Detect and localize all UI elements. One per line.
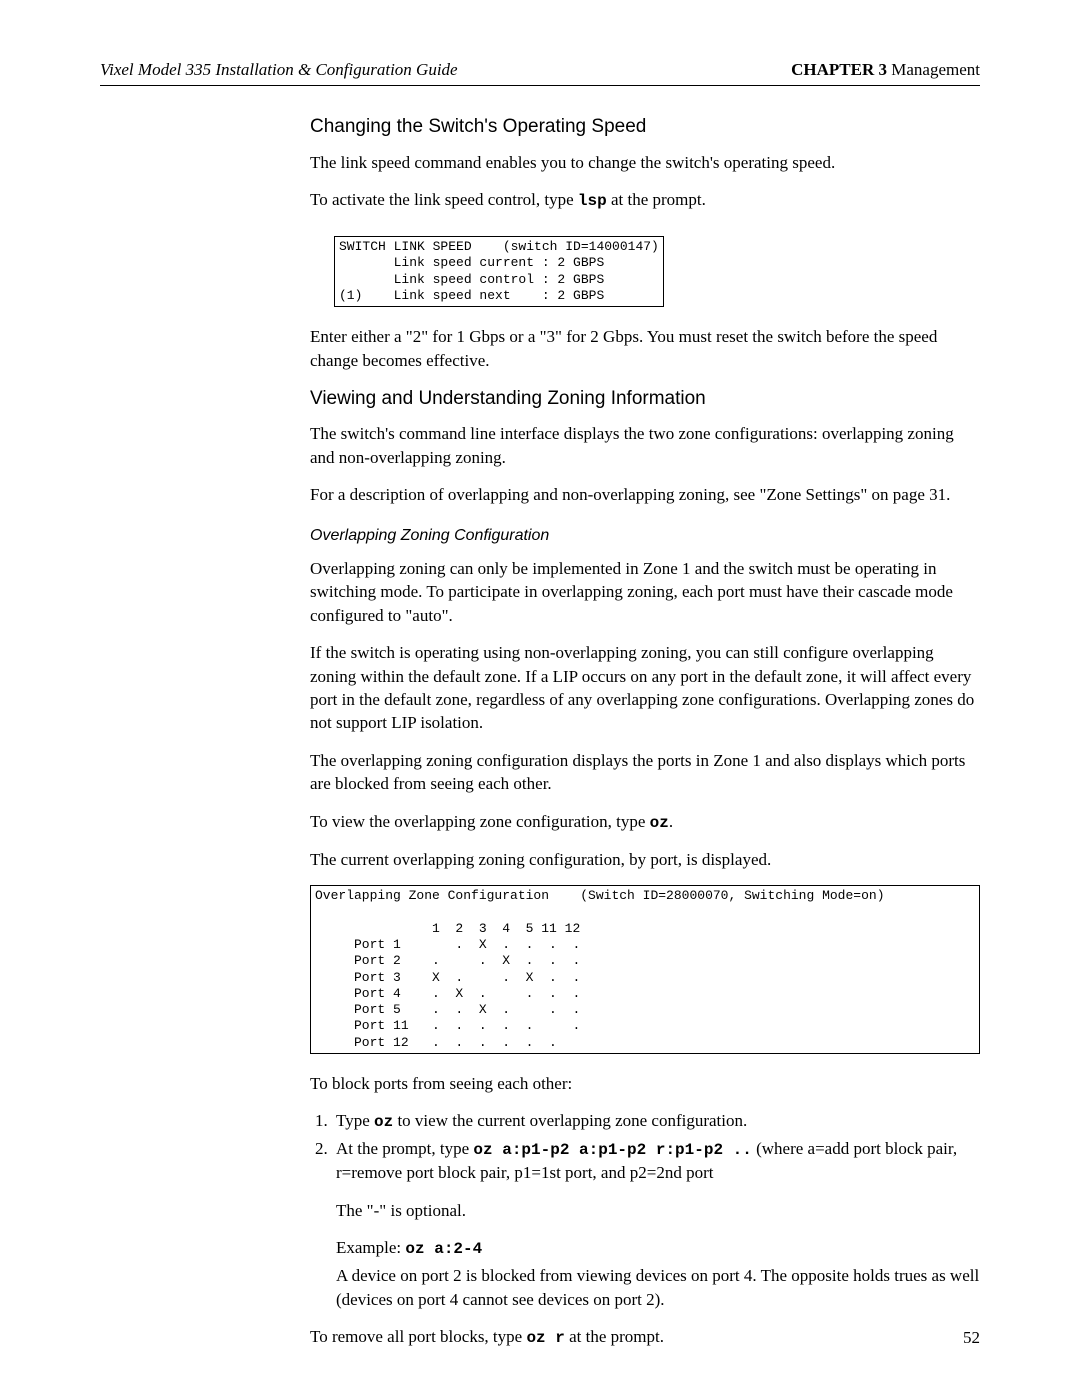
inline-code: oz r	[526, 1329, 564, 1347]
text: To remove all port blocks, type	[310, 1327, 526, 1346]
chapter-name: Management	[887, 60, 980, 79]
inline-code: oz a:2-4	[405, 1240, 482, 1258]
text: To activate the link speed control, type	[310, 190, 578, 209]
page: Vixel Model 335 Installation & Configura…	[0, 0, 1080, 1397]
text: At the prompt, type	[336, 1139, 473, 1158]
text: at the prompt.	[607, 190, 706, 209]
list-item: At the prompt, type oz a:p1-p2 a:p1-p2 r…	[332, 1137, 980, 1185]
text: Type	[336, 1111, 374, 1130]
paragraph: To block ports from seeing each other:	[310, 1072, 980, 1095]
paragraph: A device on port 2 is blocked from viewi…	[336, 1264, 980, 1311]
list-item: Type oz to view the current overlapping …	[332, 1109, 980, 1133]
subsection-title-overlapping: Overlapping Zoning Configuration	[310, 525, 980, 547]
header-chapter: CHAPTER 3 Management	[791, 58, 980, 81]
paragraph: The current overlapping zoning configura…	[310, 848, 980, 871]
section-title-zoning: Viewing and Understanding Zoning Informa…	[310, 386, 980, 412]
paragraph: To remove all port blocks, type oz r at …	[310, 1325, 980, 1349]
paragraph: Overlapping zoning can only be implement…	[310, 557, 980, 627]
code-block-overlapping-zone: Overlapping Zone Configuration (Switch I…	[310, 885, 980, 1054]
header-guide-title: Vixel Model 335 Installation & Configura…	[100, 58, 458, 81]
page-header: Vixel Model 335 Installation & Configura…	[100, 58, 980, 86]
content-column: Changing the Switch's Operating Speed Th…	[310, 114, 980, 1349]
chapter-label: CHAPTER 3	[791, 60, 887, 79]
paragraph: The switch's command line interface disp…	[310, 422, 980, 469]
inline-code: oz	[374, 1113, 393, 1131]
text: to view the current overlapping zone con…	[393, 1111, 747, 1130]
paragraph: Enter either a "2" for 1 Gbps or a "3" f…	[310, 325, 980, 372]
paragraph: For a description of overlapping and non…	[310, 483, 980, 506]
page-number: 52	[963, 1326, 980, 1349]
code-block-link-speed: SWITCH LINK SPEED (switch ID=14000147) L…	[334, 236, 664, 307]
steps-list: Type oz to view the current overlapping …	[310, 1109, 980, 1185]
text: .	[669, 812, 673, 831]
text: To view the overlapping zone configurati…	[310, 812, 650, 831]
paragraph: The overlapping zoning configuration dis…	[310, 749, 980, 796]
paragraph: The link speed command enables you to ch…	[310, 151, 980, 174]
indent-block: The "-" is optional. Example: oz a:2-4 A…	[336, 1199, 980, 1311]
inline-code: oz	[650, 814, 669, 832]
paragraph: If the switch is operating using non-ove…	[310, 641, 980, 735]
text: Example:	[336, 1238, 405, 1257]
text: at the prompt.	[565, 1327, 664, 1346]
paragraph: To activate the link speed control, type…	[310, 188, 980, 212]
section-title-speed: Changing the Switch's Operating Speed	[310, 114, 980, 140]
paragraph: The "-" is optional.	[336, 1199, 980, 1222]
inline-code: lsp	[578, 192, 607, 210]
paragraph: Example: oz a:2-4	[336, 1236, 980, 1260]
paragraph: To view the overlapping zone configurati…	[310, 810, 980, 834]
inline-code: oz a:p1-p2 a:p1-p2 r:p1-p2 ..	[473, 1141, 751, 1159]
